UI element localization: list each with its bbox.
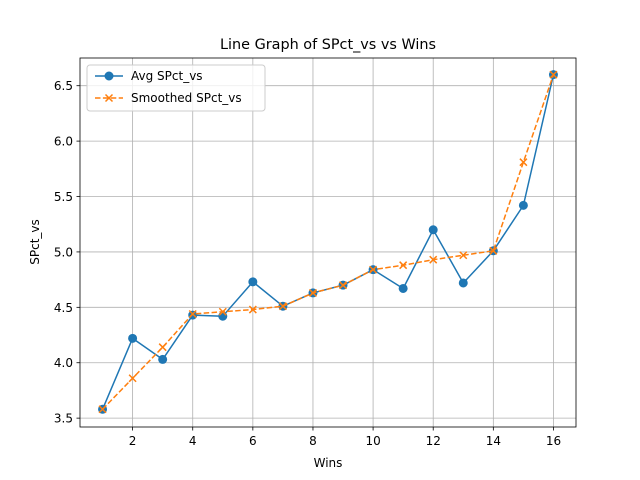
y-axis-label: SPct_vs: [28, 219, 42, 265]
legend-label-smoothed: Smoothed SPct_vs: [131, 91, 242, 105]
data-point-smoothed: [519, 158, 528, 167]
y-tick-label: 6.0: [54, 135, 73, 149]
series-line-smoothed: [102, 74, 555, 410]
data-point-smoothed: [248, 305, 257, 314]
data-point-avg: [248, 277, 258, 287]
legend-label-avg: Avg SPct_vs: [131, 69, 203, 83]
data-point-smoothed: [399, 261, 408, 270]
data-point-smoothed: [128, 374, 137, 383]
data-point-avg: [158, 354, 168, 364]
x-tick-label: 12: [426, 434, 441, 448]
grid: [80, 58, 576, 427]
y-tick-label: 4.5: [54, 301, 73, 315]
data-point-smoothed: [369, 265, 378, 274]
y-tick-label: 6.5: [54, 79, 73, 93]
series-layer: [98, 70, 558, 414]
x-tick-label: 6: [249, 434, 257, 448]
y-tick-label: 4.0: [54, 356, 73, 370]
data-point-avg: [428, 225, 438, 235]
x-tick-label: 2: [129, 434, 137, 448]
x-tick-label: 8: [309, 434, 317, 448]
data-point-smoothed: [429, 255, 438, 264]
data-point-avg: [518, 200, 528, 210]
legend-marker-avg: [104, 71, 114, 81]
legend: Avg SPct_vs Smoothed SPct_vs: [86, 64, 266, 112]
data-point-avg: [398, 283, 408, 293]
chart-title: Line Graph of SPct_vs vs Wins: [220, 37, 436, 53]
data-point-smoothed: [308, 288, 318, 297]
data-point-smoothed: [218, 307, 227, 316]
x-axis-label: Wins: [314, 456, 343, 470]
ticks: 2 4 6 8 10 12 14 16 3.5 4.0 4.5 5.0 5.5 6.0 6.5: [54, 79, 561, 448]
x-tick-label: 4: [189, 434, 197, 448]
data-point-smoothed: [549, 70, 558, 79]
x-tick-label: 14: [486, 434, 501, 448]
x-tick-label: 16: [546, 434, 561, 448]
data-point-smoothed: [278, 302, 287, 311]
data-point-avg: [128, 333, 138, 343]
axes-frame: [79, 57, 577, 428]
data-point-avg: [218, 311, 228, 321]
data-point-avg: [458, 278, 468, 288]
y-tick-label: 5.5: [54, 190, 73, 204]
data-point-smoothed: [489, 246, 498, 255]
legend-box: [86, 64, 266, 112]
data-point-smoothed: [459, 251, 468, 260]
data-point-smoothed: [98, 405, 107, 414]
y-tick-label: 3.5: [54, 412, 73, 426]
data-point-smoothed: [188, 309, 197, 319]
x-tick-label: 10: [365, 434, 380, 448]
legend-marker-smoothed: [104, 93, 114, 103]
data-point-smoothed: [338, 281, 348, 290]
data-point-smoothed: [158, 343, 167, 352]
y-tick-label: 5.0: [54, 245, 73, 259]
legend-swatches: [95, 71, 123, 103]
